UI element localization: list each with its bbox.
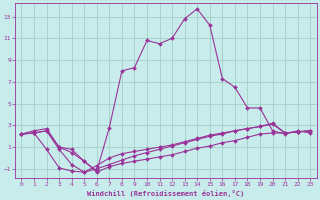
X-axis label: Windchill (Refroidissement éolien,°C): Windchill (Refroidissement éolien,°C) [87, 190, 244, 197]
